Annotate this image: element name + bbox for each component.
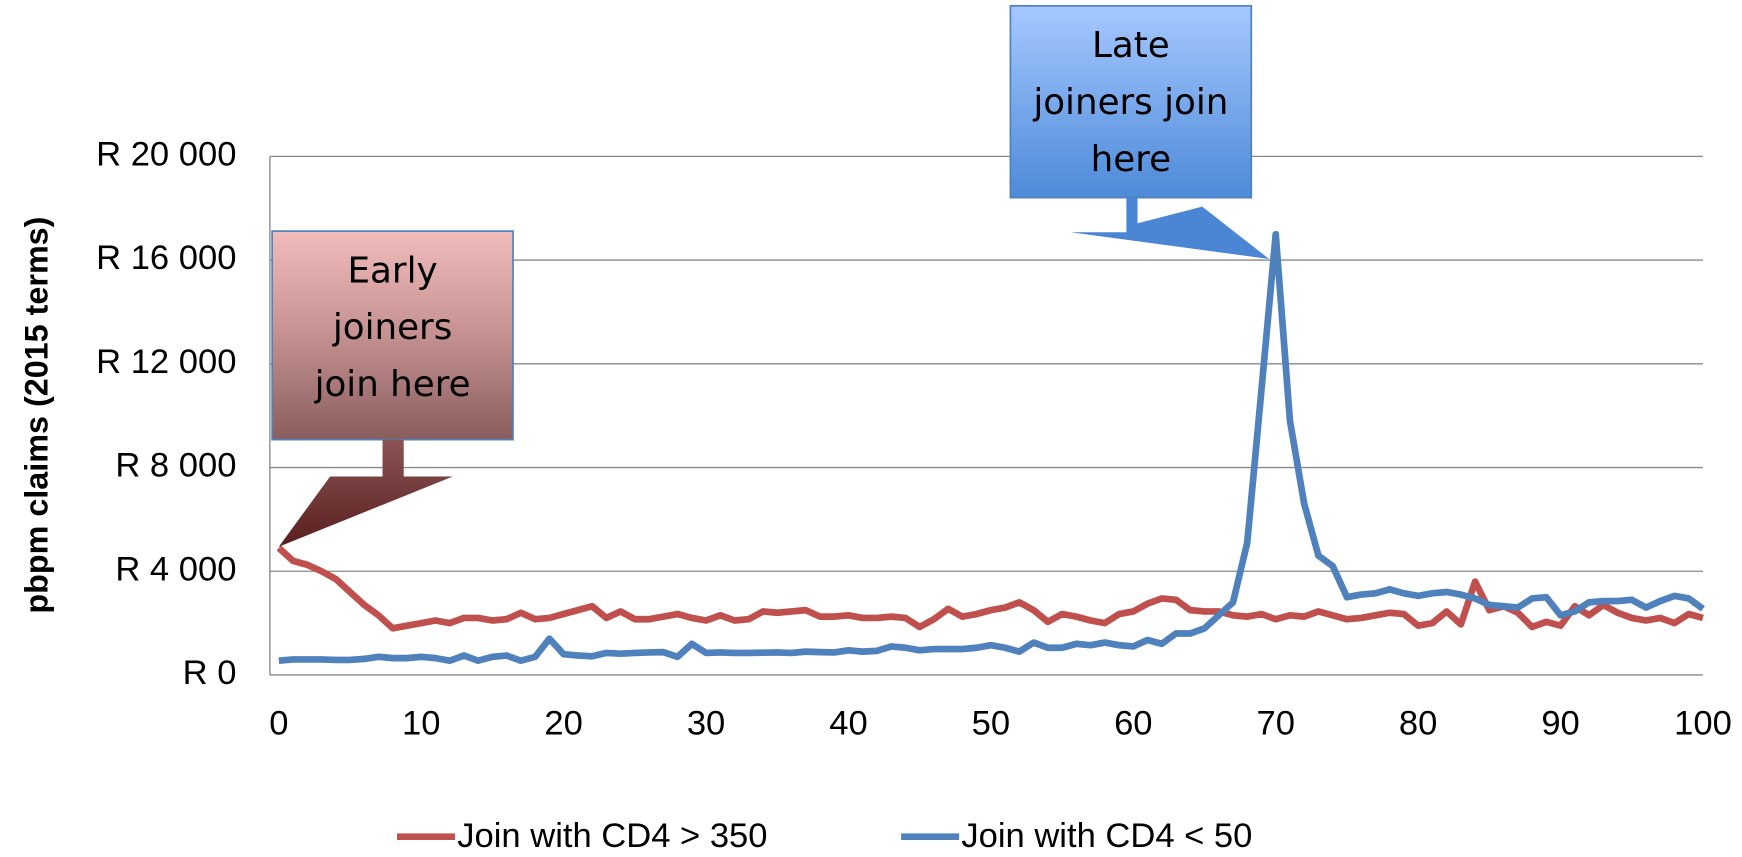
y-tick-label: R 20 000 xyxy=(96,136,236,174)
callout-early xyxy=(271,230,514,547)
lines xyxy=(276,230,1705,665)
x-tick-label: 50 xyxy=(972,704,1010,742)
annotation-text: join here xyxy=(314,364,471,405)
x-tick-label: 80 xyxy=(1399,704,1437,742)
x-tick-label: 0 xyxy=(269,704,288,742)
legend: Join with CD4 > 350 Join with CD4 < 50 xyxy=(397,817,1252,855)
y-tick-label: R 4 000 xyxy=(115,550,236,588)
series-line xyxy=(276,545,1704,632)
annotation-text: here xyxy=(1091,139,1171,180)
x-tick-label: 100 xyxy=(1674,704,1732,742)
x-tick-label: 70 xyxy=(1256,704,1294,742)
callout-box xyxy=(1009,4,1253,199)
y-axis-label: pbpm claims (2015 terms) xyxy=(19,217,55,614)
x-tick-label: 30 xyxy=(687,704,725,742)
legend-label: Join with CD4 < 50 xyxy=(961,817,1252,855)
x-tick-label: 10 xyxy=(402,704,440,742)
annotation-text: Early xyxy=(348,250,438,291)
y-tick-label: R 0 xyxy=(183,654,237,692)
annotation-text: Late xyxy=(1092,25,1170,66)
callout-box xyxy=(271,230,514,441)
grid: R 0 R 4 000 R 8 000 R 12 000 R 16 000 R 20 00… xyxy=(96,136,1732,743)
y-tick-label: R 8 000 xyxy=(115,447,236,485)
legend-label: Join with CD4 > 350 xyxy=(457,817,767,855)
x-tick-label: 60 xyxy=(1114,704,1152,742)
annotation-text: joiners xyxy=(332,307,452,348)
annotations: Early joiners join here Late joiners join her… xyxy=(314,25,1229,405)
callout-pointer xyxy=(278,439,453,547)
x-tick-label: 90 xyxy=(1541,704,1579,742)
callout-pointer xyxy=(1070,197,1270,259)
series-line xyxy=(278,230,1705,665)
y-tick-label: R 12 000 xyxy=(96,343,236,381)
annotation-text: joiners join xyxy=(1032,82,1228,123)
x-tick-label: 20 xyxy=(544,704,582,742)
x-tick-label: 40 xyxy=(829,704,867,742)
callout-late xyxy=(1009,4,1270,259)
y-tick-label: R 16 000 xyxy=(96,239,236,277)
